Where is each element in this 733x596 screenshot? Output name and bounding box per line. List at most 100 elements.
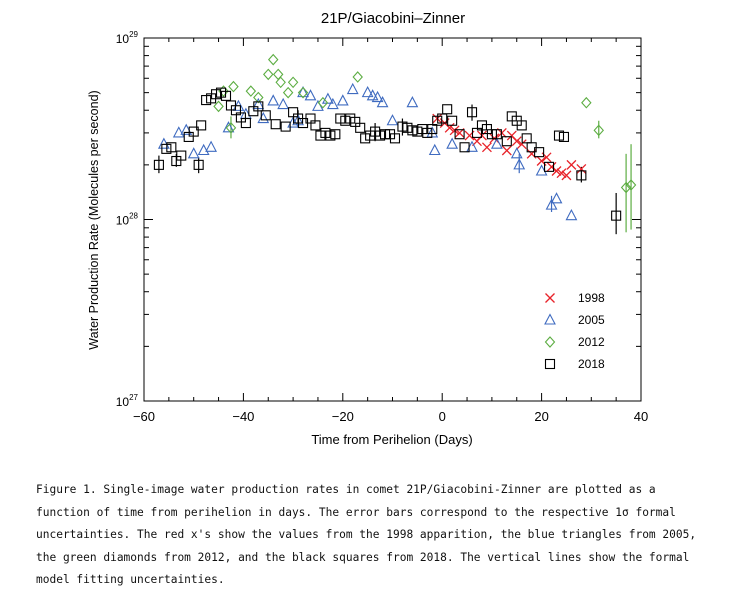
point-triangle [346, 82, 359, 95]
point-square [534, 147, 545, 158]
x-tick-label: 0 [439, 409, 446, 424]
y-tick-label: 1027 [116, 393, 139, 409]
data-points [153, 53, 637, 221]
figure-caption: Figure 1. Single-image water production … [36, 483, 697, 586]
legend: 1998 2005 2012 2018 [544, 291, 605, 371]
x-tick-label: 40 [634, 409, 648, 424]
point-square [491, 129, 502, 140]
point-triangle [490, 137, 503, 149]
point-x [511, 136, 522, 147]
point-diamond [275, 76, 286, 89]
x-tick-label: 20 [534, 409, 548, 424]
point-triangle [336, 94, 349, 106]
point-triangle [428, 143, 441, 156]
point-square [270, 119, 281, 130]
point-diamond [317, 96, 329, 109]
point-x [576, 163, 587, 174]
point-diamond [225, 121, 237, 134]
point-square [576, 170, 587, 181]
point-triangle [510, 147, 523, 159]
y-tick-label: 1028 [116, 212, 139, 228]
axis-ticks: −60 −40 −20 0 20 40 1027 1028 1029 [116, 30, 649, 424]
legend-marker-triangle [544, 313, 556, 325]
point-square [355, 122, 366, 133]
point-square [240, 117, 251, 129]
point-triangle [205, 140, 218, 152]
chart-title: 21P/Giacobini–Zinner [321, 10, 465, 27]
point-diamond [593, 124, 604, 137]
point-triangle [565, 208, 578, 221]
point-square [260, 110, 271, 121]
point-diamond [297, 86, 309, 99]
point-x [556, 168, 567, 179]
point-triangle [550, 192, 563, 204]
y-tick-label: 1029 [116, 30, 139, 46]
point-triangle [446, 137, 459, 149]
point-diamond [287, 76, 299, 89]
point-square [558, 131, 570, 142]
point-square [389, 133, 401, 144]
point-square [454, 129, 465, 140]
point-diamond [267, 53, 279, 66]
point-square [196, 120, 207, 131]
point-triangle [386, 114, 399, 126]
point-square [166, 142, 177, 153]
point-square [459, 142, 470, 153]
legend-marker-x [545, 293, 555, 303]
legend-label: 2018 [578, 357, 605, 371]
x-tick-label: −60 [133, 409, 155, 424]
point-square [153, 159, 164, 170]
point-x [501, 145, 512, 156]
point-diamond [581, 96, 592, 109]
point-diamond [253, 91, 264, 104]
point-square [253, 101, 264, 112]
point-triangle [376, 96, 389, 108]
point-diamond [263, 68, 274, 81]
point-triangle [257, 111, 270, 124]
point-square [193, 159, 204, 170]
point-x [481, 142, 492, 153]
point-triangle [304, 89, 317, 101]
point-diamond [625, 179, 637, 191]
point-x [566, 159, 577, 170]
x-tick-label: −40 [232, 409, 254, 424]
point-square [544, 161, 555, 172]
point-square [447, 115, 458, 126]
point-triangle [197, 143, 210, 156]
point-square [188, 126, 199, 137]
point-x [561, 170, 572, 181]
point-diamond [228, 80, 239, 93]
point-diamond [352, 71, 363, 83]
point-square [220, 90, 232, 101]
point-triangle [545, 198, 558, 210]
point-square [611, 210, 622, 221]
point-square [466, 107, 478, 118]
chart: 21P/Giacobini–Zinner −60 −40 −20 0 20 40 1027 1… [87, 10, 649, 447]
y-axis-label: Water Production Rate (Molecules per sec… [87, 90, 101, 349]
point-square [330, 129, 341, 140]
point-square [516, 120, 527, 131]
point-triangle [361, 85, 374, 98]
legend-marker-square [544, 358, 556, 370]
point-triangle [297, 85, 309, 98]
x-tick-label: −20 [332, 409, 354, 424]
point-triangle [172, 126, 185, 138]
point-triangle [222, 121, 235, 133]
point-diamond [620, 181, 632, 194]
point-diamond [282, 86, 294, 99]
point-x [516, 139, 527, 150]
point-diamond [245, 85, 257, 97]
point-square [280, 121, 291, 132]
legend-label: 2005 [578, 313, 605, 327]
point-triangle [371, 90, 384, 103]
point-square [310, 120, 321, 131]
point-triangle [513, 158, 526, 170]
point-diamond [213, 100, 224, 113]
legend-marker-diamond [544, 336, 556, 348]
point-square [176, 150, 187, 161]
point-triangle [321, 92, 334, 104]
point-triangle [366, 89, 379, 101]
point-triangle [277, 97, 290, 110]
legend-label: 1998 [578, 291, 605, 305]
point-triangle [267, 94, 280, 106]
